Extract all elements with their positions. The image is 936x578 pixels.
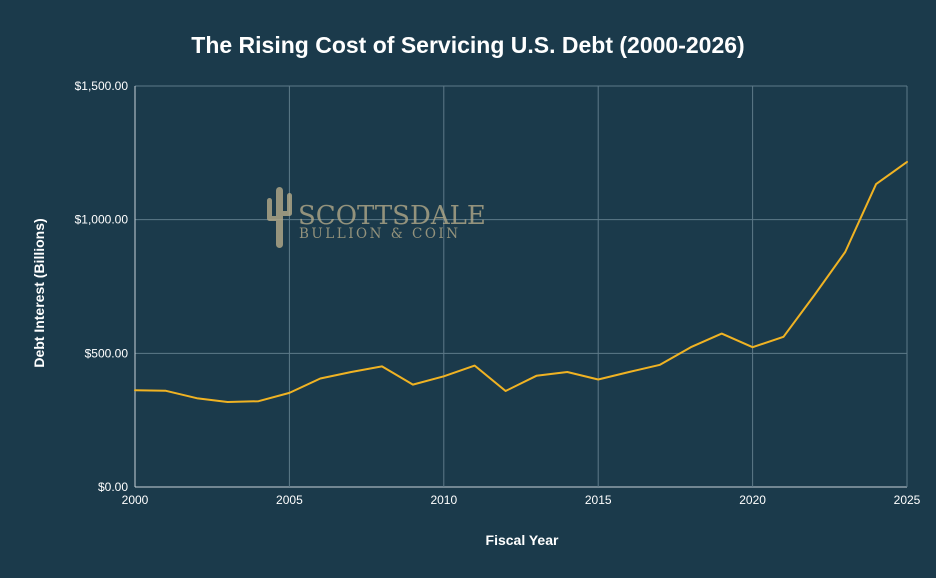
x-tick-label: 2010	[430, 493, 457, 507]
x-tick-label: 2020	[739, 493, 766, 507]
y-axis-title: Debt Interest (Billions)	[31, 218, 47, 367]
x-tick-label: 2015	[585, 493, 612, 507]
gridlines	[134, 85, 908, 488]
y-tick-label: $1,500.00	[75, 79, 129, 93]
watermark-brand: SCOTTSDALE	[298, 201, 486, 231]
y-tick-label: $1,000.00	[75, 213, 129, 227]
x-axis-title: Fiscal Year	[486, 532, 559, 548]
watermark-logo: SCOTTSDALE BULLION & COIN	[267, 187, 486, 248]
axis-ticks: $0.00 $500.00 $1,000.00 $1,500.00 2000 2005 20…	[75, 79, 921, 507]
y-tick-label: $500.00	[85, 346, 129, 360]
x-tick-label: 2005	[276, 493, 303, 507]
chart-title: The Rising Cost of Servicing U.S. Debt (…	[191, 32, 744, 58]
x-tick-label: 2025	[894, 493, 921, 507]
watermark-subtitle: BULLION & COIN	[299, 226, 461, 242]
series-layer	[134, 160, 908, 403]
series-line	[134, 160, 908, 403]
x-tick-label: 2000	[122, 493, 149, 507]
cactus-icon	[267, 187, 292, 248]
y-tick-label: $0.00	[98, 480, 128, 494]
